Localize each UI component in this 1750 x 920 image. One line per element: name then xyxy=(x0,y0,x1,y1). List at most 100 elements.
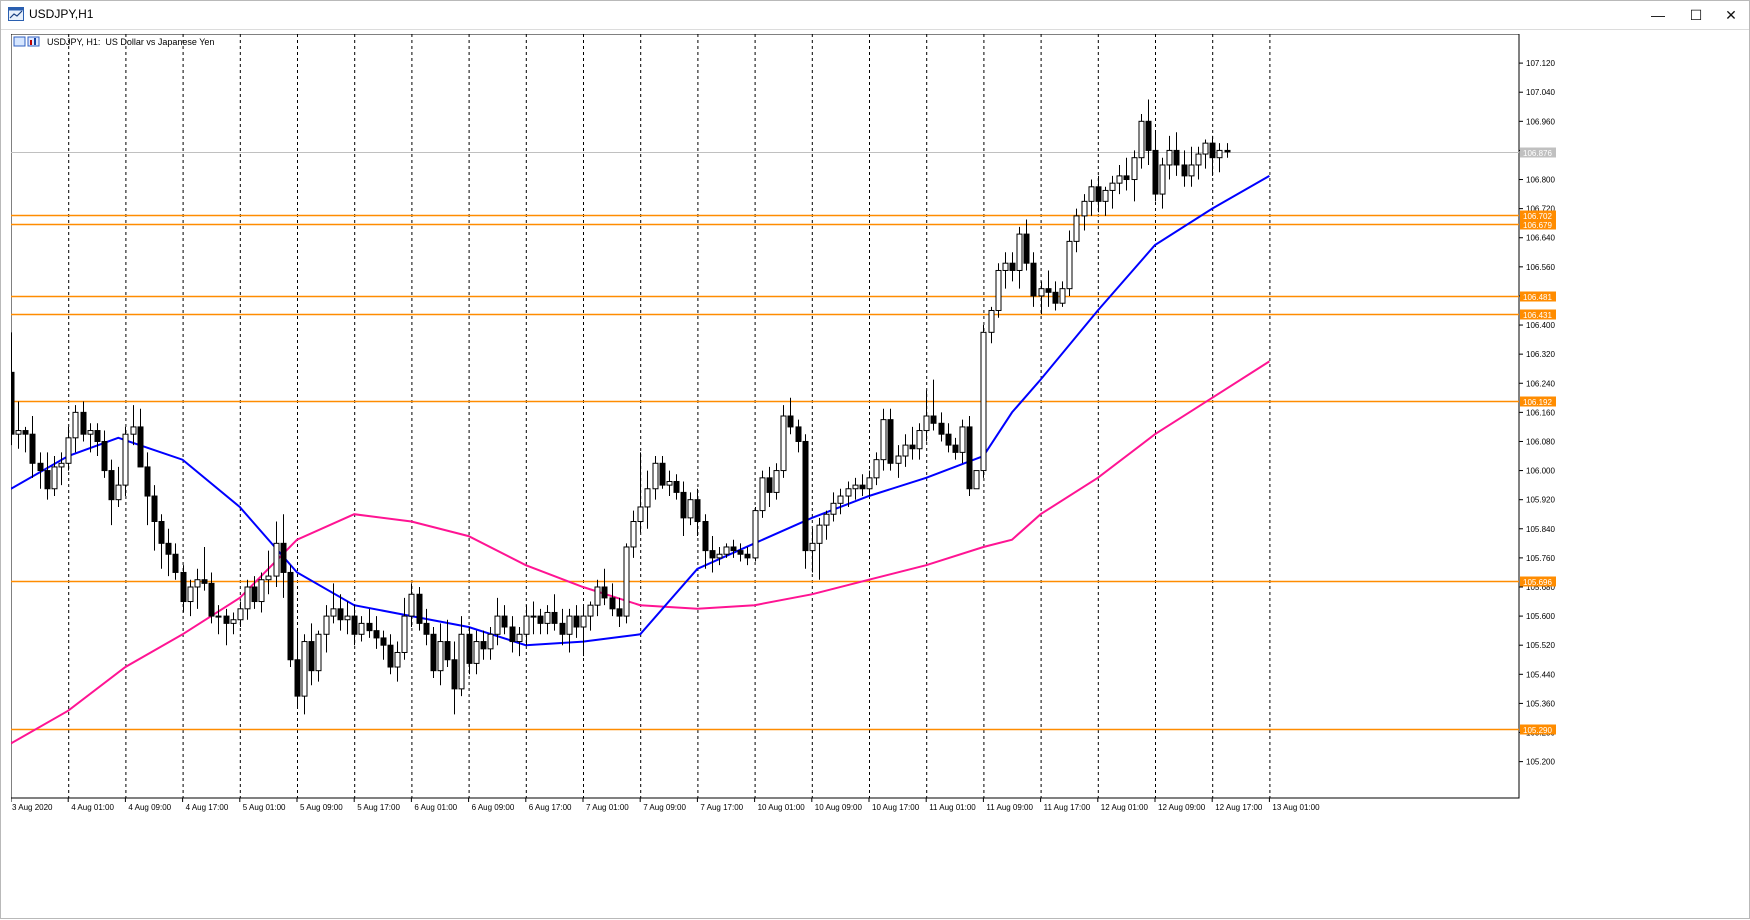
candle-body-bear xyxy=(559,622,566,635)
candle-body-bull xyxy=(845,488,852,497)
candle-body-bull xyxy=(237,608,244,621)
candle-body-bear xyxy=(366,622,373,632)
candle-body-bull xyxy=(473,641,480,664)
candle-body-bear xyxy=(930,415,937,424)
candle-body-bull xyxy=(1202,142,1209,155)
time-axis-label: 12 Aug 17:00 xyxy=(1215,803,1263,812)
candle-body-bear xyxy=(380,637,387,646)
candle-body-bear xyxy=(737,550,744,555)
candle-body-bear xyxy=(1009,262,1016,271)
level-price-tag xyxy=(1520,396,1556,407)
candle-body-bear xyxy=(480,641,487,650)
candle-body-bull xyxy=(809,542,816,552)
candle-body-bear xyxy=(451,659,458,690)
chart-window-icon xyxy=(8,7,24,21)
candle-body-bull xyxy=(995,269,1002,311)
minimize-button[interactable]: — xyxy=(1651,7,1665,23)
candle-body-bull xyxy=(1166,149,1173,166)
price-axis-label: 106.160 xyxy=(1526,408,1555,417)
price-axis-label: 105.360 xyxy=(1526,699,1555,708)
candle-body-bull xyxy=(644,488,651,508)
chart-area[interactable]: 107.120107.040106.960106.880106.800106.7… xyxy=(8,33,1739,915)
candle-body-bull xyxy=(344,615,351,621)
level-price-label: 106.679 xyxy=(1523,221,1552,230)
time-axis-label: 6 Aug 01:00 xyxy=(414,803,457,812)
candle-body-bear xyxy=(1145,120,1152,151)
time-axis-label: 5 Aug 01:00 xyxy=(243,803,286,812)
candle-body-bear xyxy=(158,521,165,544)
candle-body-bull xyxy=(15,430,22,435)
candle-body-bull xyxy=(895,455,902,464)
time-axis-label: 12 Aug 09:00 xyxy=(1158,803,1206,812)
candle-body-bear xyxy=(795,426,802,442)
candle-body-bull xyxy=(494,615,501,635)
level-price-label: 105.290 xyxy=(1523,726,1552,735)
candle-body-bull xyxy=(230,619,237,624)
candle-body-bear xyxy=(702,521,709,552)
chart-icon-frame xyxy=(13,36,26,47)
candle-body-bull xyxy=(823,513,830,526)
candle-body-bear xyxy=(744,553,751,559)
candle-body-bull xyxy=(273,542,280,577)
time-axis-label: 3 Aug 2020 xyxy=(12,803,53,812)
price-axis-label: 106.400 xyxy=(1526,321,1555,330)
time-axis-label: 7 Aug 09:00 xyxy=(643,803,686,812)
candle-body-bear xyxy=(165,542,172,555)
candle-body-bear xyxy=(172,553,179,573)
candle-body-bear xyxy=(337,608,344,621)
candle-body-bull xyxy=(1038,288,1045,297)
candle-body-bear xyxy=(1181,164,1188,177)
candle-body-bull xyxy=(58,462,65,468)
candle-body-bear xyxy=(1173,149,1180,166)
time-axis-label: 7 Aug 01:00 xyxy=(586,803,629,812)
candle-body-bear xyxy=(616,608,623,617)
candle-body-bull xyxy=(1138,120,1145,159)
time-axis-label: 6 Aug 17:00 xyxy=(529,803,572,812)
candle-body-bear xyxy=(387,644,394,668)
title-bar[interactable]: USDJPY,H1 — ☐ ✕ xyxy=(1,1,1749,30)
candle-body-bull xyxy=(580,615,587,628)
level-price-tag xyxy=(1520,219,1556,230)
candle-body-bull xyxy=(315,633,322,672)
candle-body-bull xyxy=(780,415,787,472)
chart-title: USDJPY, H1: US Dollar vs Japanese Yen xyxy=(47,37,214,47)
candle-body-bull xyxy=(265,575,272,581)
price-chart[interactable]: 107.120107.040106.960106.880106.800106.7… xyxy=(8,33,1739,915)
price-axis[interactable]: 107.120107.040106.960106.880106.800106.7… xyxy=(1519,59,1555,767)
candle-body-bull xyxy=(544,611,551,624)
candle-body-bear xyxy=(673,480,680,493)
candle-body-bear xyxy=(251,586,258,603)
candle-body-bear xyxy=(1095,186,1102,202)
price-axis-label: 107.120 xyxy=(1526,59,1555,68)
maximize-button[interactable]: ☐ xyxy=(1689,6,1703,23)
price-axis-label: 105.440 xyxy=(1526,670,1555,679)
candle-body-bear xyxy=(551,611,558,624)
level-price-label: 106.192 xyxy=(1523,398,1552,407)
candle-body-bear xyxy=(887,419,894,464)
time-axis[interactable]: 3 Aug 2020 4 Aug 01:00 4 Aug 09:00 4 Aug 17… xyxy=(10,798,1320,812)
candlestick-series xyxy=(8,99,1231,715)
candle-body-bull xyxy=(916,430,923,450)
candle-body-bull xyxy=(1059,288,1066,304)
candle-body-bull xyxy=(759,477,766,512)
candle-body-bull xyxy=(959,426,966,453)
candle-body-bear xyxy=(208,582,215,617)
candle-body-bear xyxy=(144,466,151,497)
close-button[interactable]: ✕ xyxy=(1725,6,1737,23)
candle-body-bear xyxy=(609,597,616,610)
candle-body-bear xyxy=(223,615,230,624)
price-axis-label: 105.600 xyxy=(1526,612,1555,621)
candle-body-bull xyxy=(1102,189,1109,202)
candle-body-bull xyxy=(1116,175,1123,184)
candle-body-bull xyxy=(594,586,601,606)
candle-body-bull xyxy=(516,633,523,643)
time-axis-label: 4 Aug 09:00 xyxy=(128,803,171,812)
candle-body-bull xyxy=(401,615,408,653)
time-axis-label: 12 Aug 01:00 xyxy=(1101,803,1149,812)
candle-body-bull xyxy=(773,470,780,493)
level-price-label: 105.696 xyxy=(1523,578,1552,587)
chart-icon-bar-blue xyxy=(34,38,36,45)
candle-body-bear xyxy=(430,633,437,672)
candle-body-bull xyxy=(587,604,594,617)
